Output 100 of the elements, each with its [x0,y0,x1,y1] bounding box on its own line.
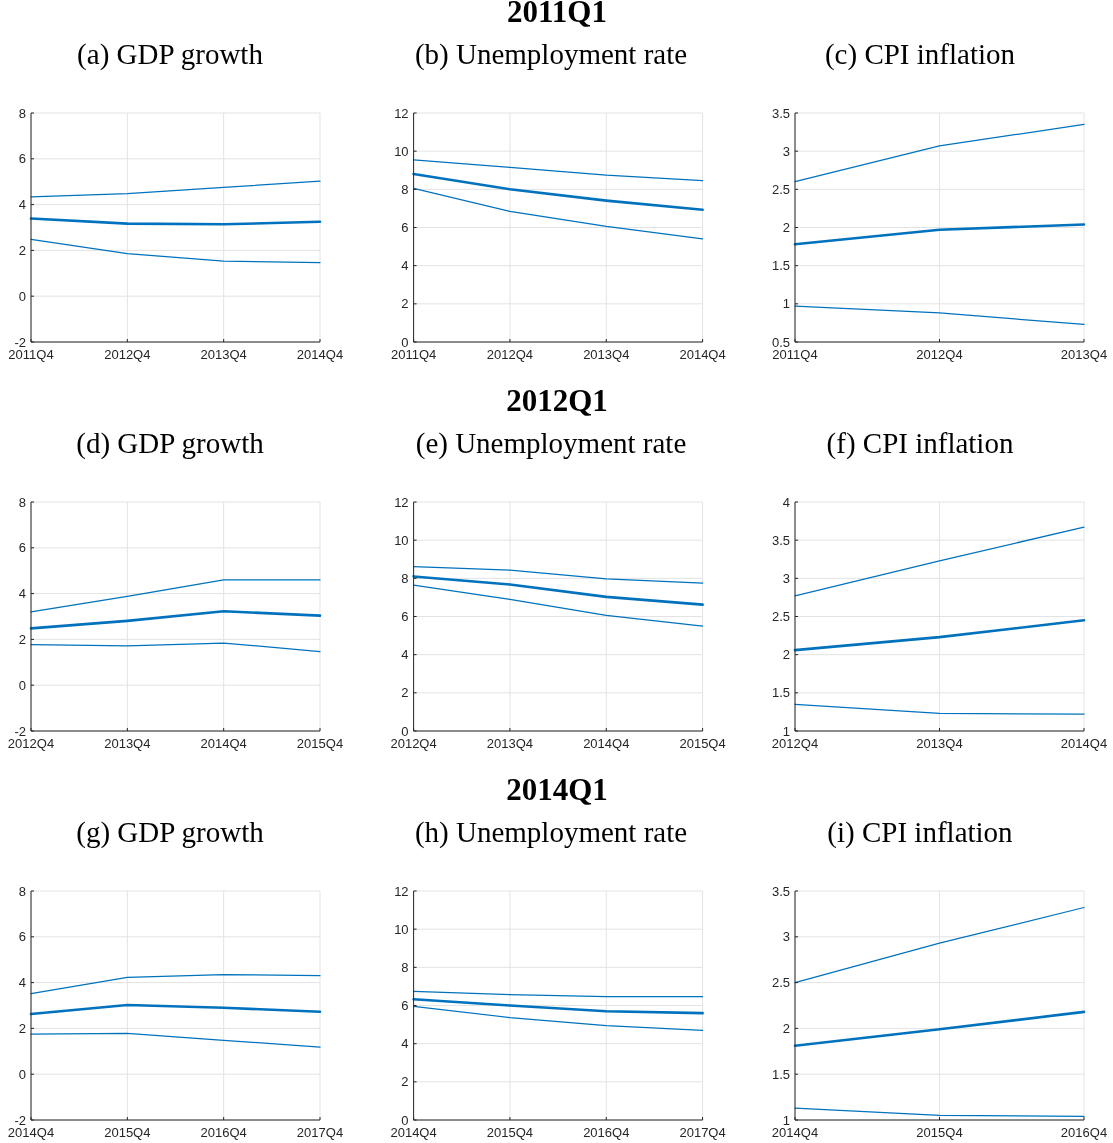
line-series [412,187,704,240]
x-tick-label: 2012Q4 [486,347,534,362]
y-tick-label: 1 [782,1112,790,1128]
x-tick-label: 2014Q4 [679,347,726,362]
line-series [412,159,704,182]
y-tick-label: 1 [782,296,790,312]
x-tick-label: 2015Q4 [104,1125,151,1140]
y-tick-label: 2.5 [771,181,790,197]
chart-title: (a) GDP growth [77,38,264,71]
y-tick-label: 8 [401,959,409,975]
x-tick-label: 2012Q4 [771,736,819,751]
y-tick-label: -2 [14,334,26,350]
y-tick-label: -2 [14,723,26,739]
x-tick-label: 2013Q4 [104,736,151,751]
line-series [412,172,704,212]
text: 2012Q1 [506,383,608,418]
y-tick-label: -2 [14,1112,26,1128]
chart-title: (f) CPI inflation [826,427,1014,460]
chart-title: (b) Unemployment rate [414,38,688,71]
y-tick-label: 3 [782,929,790,945]
y-tick-label: 0.5 [771,334,790,350]
y-tick-label: 1.5 [771,1066,790,1082]
x-tick-label: 2014Q4 [390,1125,437,1140]
line-series [412,575,704,606]
y-tick-label: 6 [401,609,409,625]
y-tick-label: 4 [782,494,790,510]
x-tick-label: 2017Q4 [679,1125,726,1140]
x-tick-label: 2013Q4 [583,347,630,362]
y-tick-label: 3.5 [771,883,790,899]
x-tick-label: 2015Q4 [679,736,726,751]
y-tick-label: 0 [401,334,409,350]
y-tick-label: 6 [18,540,26,556]
x-tick-label: 2016Q4 [200,1125,247,1140]
y-tick-label: 4 [401,647,409,663]
y-tick-label: 1.5 [771,685,790,701]
line-series [412,997,704,1015]
x-tick-label: 2017Q4 [296,1125,344,1140]
y-tick-label: 8 [18,883,26,899]
y-tick-label: 2 [782,647,790,663]
y-tick-label: 3.5 [771,532,790,548]
y-tick-label: 3.5 [771,105,790,121]
line-series [412,584,704,627]
x-tick-label: 2011Q4 [8,347,54,362]
x-tick-label: 2012Q4 [7,736,55,751]
y-tick-label: 0 [18,1066,26,1082]
x-tick-label: 2015Q4 [296,736,344,751]
x-tick-label: 2013Q4 [1060,347,1108,362]
y-tick-label: 2 [18,242,26,258]
y-tick-label: 6 [18,151,26,167]
y-tick-label: 4 [18,586,26,602]
y-tick-label: 10 [394,532,409,548]
x-tick-label: 2011Q4 [772,347,818,362]
line-series [30,238,321,264]
x-tick-label: 2014Q4 [583,736,630,751]
y-tick-label: 2 [782,1020,790,1036]
x-tick-label: 2012Q4 [104,347,151,362]
y-tick-label: 2 [18,631,26,647]
line-series [30,180,321,198]
y-tick-label: 1 [782,723,790,739]
y-tick-label: 2 [782,220,790,236]
line-series [29,609,322,630]
y-tick-label: 4 [18,975,26,991]
y-tick-label: 6 [401,998,409,1014]
line-series [30,642,321,653]
text: 2011Q1 [507,0,607,29]
y-tick-label: 2 [401,685,409,701]
chart-title: (h) Unemployment rate [414,816,688,849]
y-tick-label: 0 [401,1112,409,1128]
chart-title: (g) GDP growth [76,816,265,849]
y-tick-label: 4 [18,197,26,213]
line-series [412,1005,704,1032]
y-tick-label: 2.5 [771,975,790,991]
x-tick-label: 2015Q4 [916,1125,963,1140]
y-tick-label: 6 [18,929,26,945]
line-series [30,1032,321,1048]
y-tick-label: 4 [401,258,409,274]
y-tick-label: 2 [401,296,409,312]
y-tick-label: 12 [394,105,409,121]
line-series [29,1003,322,1016]
y-tick-label: 1.5 [771,258,790,274]
y-tick-label: 0 [18,288,26,304]
x-tick-label: 2015Q4 [486,1125,534,1140]
chart-title: (i) CPI inflation [827,816,1014,849]
chart-title: (e) Unemployment rate [415,427,687,460]
y-tick-label: 8 [18,105,26,121]
chart-title: (c) CPI inflation [824,38,1016,71]
y-tick-label: 6 [401,220,409,236]
y-tick-label: 10 [394,921,409,937]
x-tick-label: 2016Q4 [1060,1125,1108,1140]
y-tick-label: 12 [394,494,409,510]
y-tick-label: 8 [401,570,409,586]
y-tick-label: 8 [18,494,26,510]
x-tick-label: 2014Q4 [1060,736,1108,751]
x-tick-label: 2012Q4 [916,347,963,362]
y-tick-label: 2 [18,1020,26,1036]
x-tick-label: 2014Q4 [200,736,247,751]
x-tick-label: 2016Q4 [583,1125,630,1140]
y-tick-label: 3 [782,143,790,159]
y-tick-label: 3 [782,570,790,586]
text: 2014Q1 [506,772,608,807]
